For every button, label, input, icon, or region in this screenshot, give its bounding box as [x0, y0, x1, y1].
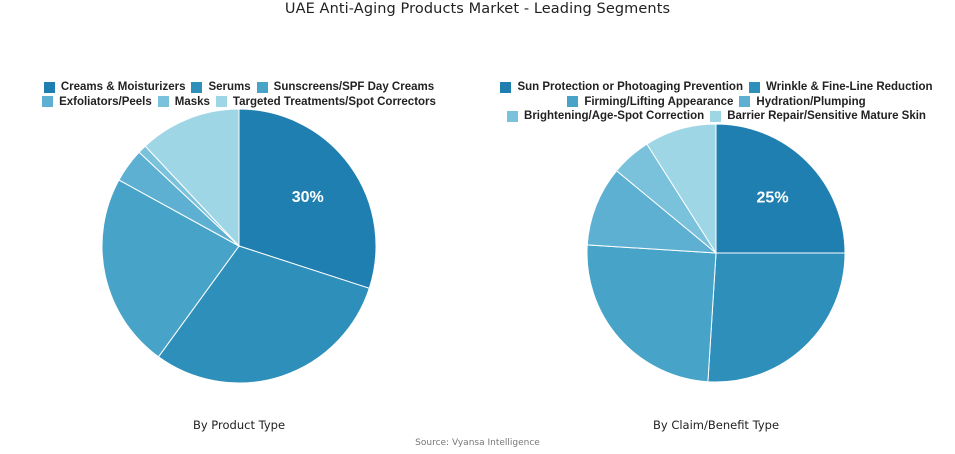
legend-item: Barrier Repair/Sensitive Mature Skin: [710, 109, 926, 124]
legend-swatch-icon: [500, 81, 512, 93]
legend-label: Firming/Lifting Appearance: [584, 95, 734, 108]
legend-label: Sunscreens/SPF Day Creams: [273, 81, 435, 93]
legend-item: Creams & Moisturizers: [43, 80, 186, 95]
legend-row: Firming/Lifting Appearance Hydration/Plum…: [478, 95, 955, 110]
legend-label: Barrier Repair/Sensitive Mature Skin: [727, 110, 926, 122]
legend-item: Masks: [157, 95, 210, 110]
slice-percent-label: 25%: [757, 189, 789, 206]
legend-swatch-icon: [256, 81, 268, 93]
legend-label: Targeted Treatments/Spot Correctors: [232, 95, 436, 108]
legend-label: Brightening/Age-Spot Correction: [524, 110, 705, 122]
legend-label: Exfoliators/Peels: [59, 95, 152, 108]
pie-slice: [144, 108, 240, 248]
legend-label: Serums: [208, 81, 251, 93]
chart-title: UAE Anti-Aging Products Market - Leading…: [284, 1, 671, 17]
legend-label: Masks: [174, 95, 210, 108]
caption-claim-benefit-type: By Claim/Benefit Type: [652, 418, 780, 432]
legend-swatch-icon: [748, 81, 760, 93]
legend-label: Creams & Moisturizers: [60, 81, 186, 93]
legend-swatch-icon: [42, 96, 54, 108]
legend-swatch-icon: [191, 81, 203, 93]
pie-slice: [707, 252, 846, 383]
legend-swatch-icon: [43, 81, 55, 93]
pie-slice: [586, 170, 718, 254]
pie-product-type: 30%: [101, 108, 377, 384]
legend-label: Wrinkle & Fine-Line Reduction: [765, 81, 933, 93]
legend-item: Exfoliators/Peels: [42, 95, 152, 110]
legend-swatch-icon: [567, 96, 579, 108]
slice-percent-label: 30%: [292, 189, 324, 206]
legend-swatch-icon: [215, 96, 227, 108]
legend-row: Sun Protection or Photoaging Prevention W…: [478, 80, 955, 95]
legend-swatch-icon: [739, 96, 751, 108]
legend-swatch-icon: [157, 96, 169, 108]
legend-item: Firming/Lifting Appearance: [567, 95, 733, 110]
legend-item: Hydration/Plumping: [739, 95, 866, 110]
legend-label: Hydration/Plumping: [756, 95, 866, 108]
legend-item: Brightening/Age-Spot Correction: [507, 109, 704, 124]
legend-item: Wrinkle & Fine-Line Reduction: [748, 80, 933, 95]
legend-label: Sun Protection or Photoaging Prevention: [517, 81, 743, 93]
legend-item: Sunscreens/SPF Day Creams: [256, 80, 435, 95]
legend-swatch-icon: [710, 110, 722, 122]
pie-slice: [101, 179, 240, 358]
legend-swatch-icon: [507, 110, 519, 122]
caption-product-type: By Product Type: [192, 418, 286, 432]
pie-slice: [586, 244, 717, 383]
pie-slice: [715, 123, 846, 254]
legend-item: Targeted Treatments/Spot Correctors: [215, 95, 436, 110]
legend-product-type: Creams & Moisturizers Serums Sunscreens/SP…: [0, 80, 478, 109]
legend-row: Creams & Moisturizers Serums Sunscreens/SP…: [0, 80, 478, 95]
legend-row: Brightening/Age-Spot Correction Barrier R…: [478, 109, 955, 124]
pie-slice: [238, 108, 377, 289]
pie-slice: [646, 123, 717, 255]
source-note: Source: Vyansa Intelligence: [415, 438, 540, 448]
pie-slice: [157, 245, 370, 384]
legend-row: Exfoliators/Peels Masks Targeted Treatment…: [0, 95, 478, 110]
legend-item: Sun Protection or Photoaging Prevention: [500, 80, 743, 95]
legend-item: Serums: [191, 80, 251, 95]
pie-claim-benefit-type: 25%: [586, 123, 846, 383]
legend-claim-benefit-type: Sun Protection or Photoaging Prevention W…: [478, 80, 955, 124]
